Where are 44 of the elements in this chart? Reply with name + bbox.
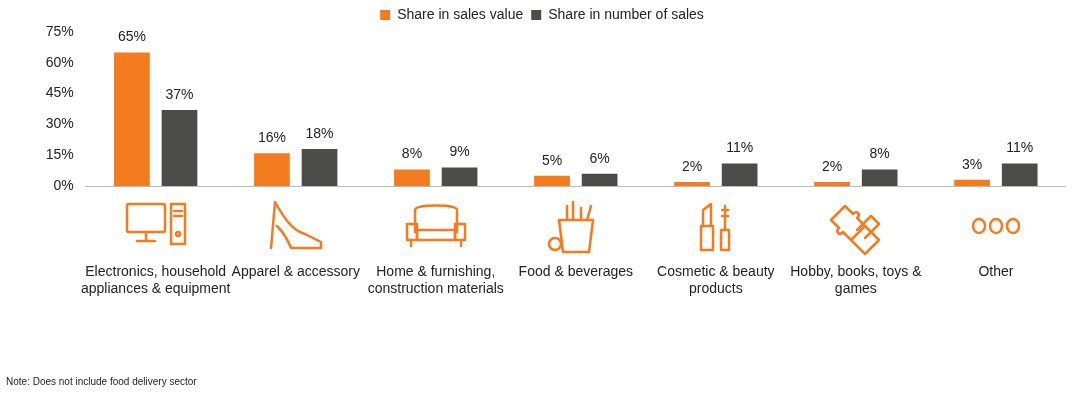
bar (301, 149, 338, 186)
data-label: 18% (305, 124, 334, 141)
data-label: 8% (869, 145, 890, 162)
data-label: 2% (681, 157, 703, 174)
bar (814, 181, 850, 186)
text: Note: Does not include food delivery sector (6, 376, 197, 387)
x-tick-label: Electronics, household appliances & equipment (80, 263, 231, 297)
bar (581, 173, 618, 186)
data-label: 37% (165, 85, 194, 102)
data-label: 16% (257, 129, 286, 146)
data-label: 2% (821, 157, 843, 174)
data-label: 11% (1006, 139, 1034, 156)
x-tick-label: Food & beverages (518, 263, 634, 280)
x-tick-label: Cosmetic & beauty products (657, 263, 775, 297)
bar (114, 52, 150, 186)
bar (721, 163, 758, 186)
bar (161, 110, 198, 186)
legend-label: Share in sales value (397, 5, 524, 22)
bar (441, 167, 478, 186)
x-tick-label: Apparel & accessory (231, 263, 360, 280)
data-label: 6% (589, 149, 610, 166)
data-label: 3% (961, 155, 983, 172)
bar (534, 175, 570, 186)
data-label: 65% (117, 28, 146, 45)
bar (254, 153, 290, 186)
x-tick-label: Other (978, 263, 1014, 280)
y-tick-label: 30% (45, 115, 74, 132)
bar (954, 179, 990, 186)
legend-label: Share in number of sales (548, 5, 704, 22)
y-tick-label: 75% (45, 22, 74, 39)
data-label: 11% (726, 139, 754, 156)
y-tick-label: 0% (53, 176, 74, 193)
bar (861, 169, 898, 186)
y-tick-label: 60% (45, 53, 74, 70)
data-label: 5% (541, 151, 563, 168)
bar (394, 169, 430, 186)
x-tick-label: Home & furnishing, construction materials (367, 263, 504, 297)
bar (674, 181, 710, 186)
y-tick-label: 45% (45, 84, 74, 101)
data-label: 8% (401, 145, 423, 162)
data-label: 9% (449, 143, 470, 160)
bar (1001, 163, 1038, 186)
y-tick-label: 15% (45, 146, 74, 163)
x-tick-label: Hobby, books, toys & games (790, 263, 923, 297)
